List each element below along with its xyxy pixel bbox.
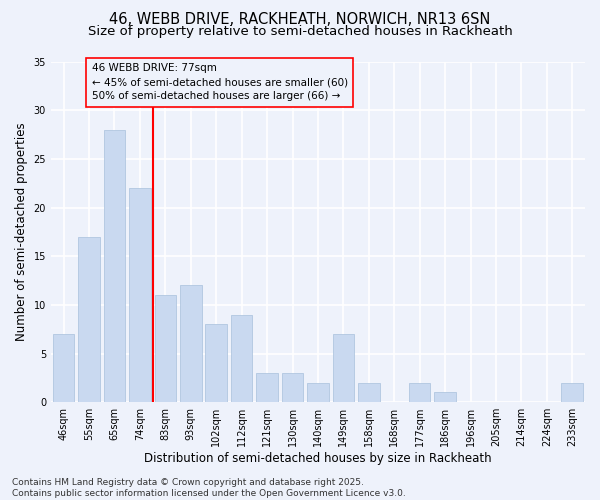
Bar xyxy=(409,382,430,402)
Bar xyxy=(434,392,456,402)
Bar xyxy=(256,373,278,402)
Bar xyxy=(180,286,202,402)
Bar xyxy=(307,382,329,402)
Bar xyxy=(358,382,380,402)
X-axis label: Distribution of semi-detached houses by size in Rackheath: Distribution of semi-detached houses by … xyxy=(144,452,492,465)
Bar xyxy=(205,324,227,402)
Bar xyxy=(282,373,304,402)
Text: Size of property relative to semi-detached houses in Rackheath: Size of property relative to semi-detach… xyxy=(88,25,512,38)
Bar xyxy=(155,295,176,402)
Bar xyxy=(231,314,253,402)
Text: Contains HM Land Registry data © Crown copyright and database right 2025.
Contai: Contains HM Land Registry data © Crown c… xyxy=(12,478,406,498)
Text: 46 WEBB DRIVE: 77sqm
← 45% of semi-detached houses are smaller (60)
50% of semi-: 46 WEBB DRIVE: 77sqm ← 45% of semi-detac… xyxy=(92,64,348,102)
Bar xyxy=(78,236,100,402)
Y-axis label: Number of semi-detached properties: Number of semi-detached properties xyxy=(15,122,28,341)
Bar xyxy=(129,188,151,402)
Bar xyxy=(53,334,74,402)
Bar xyxy=(332,334,354,402)
Text: 46, WEBB DRIVE, RACKHEATH, NORWICH, NR13 6SN: 46, WEBB DRIVE, RACKHEATH, NORWICH, NR13… xyxy=(109,12,491,28)
Bar xyxy=(562,382,583,402)
Bar xyxy=(104,130,125,402)
